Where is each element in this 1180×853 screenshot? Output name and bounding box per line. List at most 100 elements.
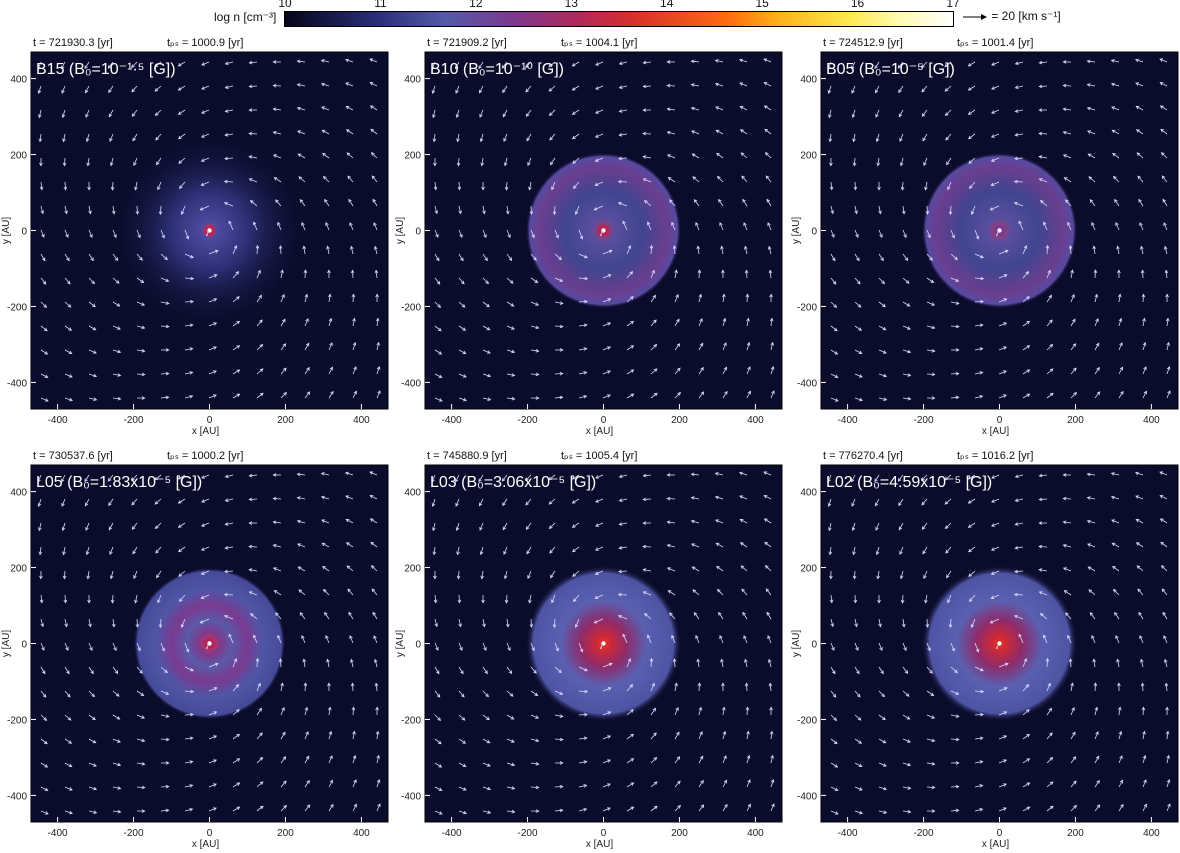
velocity-arrowhead bbox=[1049, 368, 1054, 373]
velocity-arrowhead bbox=[764, 541, 769, 546]
velocity-arrow bbox=[998, 759, 1007, 764]
velocity-arrowhead bbox=[304, 293, 309, 298]
velocity-arrow bbox=[854, 570, 856, 579]
velocity-arrowhead bbox=[827, 90, 832, 95]
velocity-arrowhead bbox=[236, 345, 241, 349]
velocity-arrow bbox=[765, 175, 772, 183]
velocity-arrow bbox=[506, 373, 515, 376]
velocity-arrowhead bbox=[1141, 293, 1146, 298]
velocity-arrowhead bbox=[1115, 634, 1119, 639]
velocity-arrow bbox=[600, 229, 604, 236]
velocity-arrowhead bbox=[214, 249, 219, 254]
velocity-arrowhead bbox=[1119, 779, 1123, 784]
velocity-arrowhead bbox=[1166, 754, 1170, 759]
velocity-arrow bbox=[921, 474, 928, 481]
velocity-arrowhead bbox=[618, 109, 623, 113]
velocity-arrow bbox=[674, 367, 681, 375]
velocity-arrow bbox=[899, 546, 904, 555]
velocity-arrow bbox=[595, 61, 604, 66]
velocity-arrowhead bbox=[352, 317, 356, 322]
velocity-arrow bbox=[371, 152, 378, 159]
velocity-arrow bbox=[249, 61, 258, 64]
velocity-arrowhead bbox=[65, 647, 69, 651]
velocity-arrowhead bbox=[345, 129, 350, 133]
velocity-arrowhead bbox=[676, 731, 680, 736]
x-tick-label: 0 bbox=[997, 828, 1003, 839]
velocity-arrow bbox=[765, 565, 772, 572]
velocity-arrowhead bbox=[306, 804, 311, 809]
velocity-arrowhead bbox=[617, 592, 622, 597]
velocity-arrowhead bbox=[899, 551, 903, 555]
velocity-arrowhead bbox=[1163, 658, 1168, 663]
velocity-arrowhead bbox=[1049, 319, 1053, 324]
velocity-arrowhead bbox=[62, 551, 66, 556]
velocity-arrowhead bbox=[931, 785, 936, 790]
velocity-arrowhead bbox=[584, 276, 589, 281]
velocity-arrowhead bbox=[463, 397, 468, 402]
velocity-arrowhead bbox=[980, 276, 985, 281]
velocity-arrowhead bbox=[967, 63, 972, 67]
velocity-arrowhead bbox=[979, 323, 984, 328]
velocity-arrow bbox=[1117, 246, 1120, 255]
velocity-arrow bbox=[944, 61, 952, 68]
velocity-arrowhead bbox=[1065, 199, 1069, 204]
velocity-arrow bbox=[61, 85, 66, 94]
velocity-arrowhead bbox=[375, 706, 379, 711]
velocity-arrow bbox=[626, 296, 634, 303]
velocity-arrow bbox=[376, 779, 380, 788]
velocity-arrowhead bbox=[1095, 342, 1100, 347]
velocity-arrow bbox=[458, 570, 460, 579]
x-tick-label: 400 bbox=[747, 828, 764, 839]
velocity-arrow bbox=[434, 738, 442, 745]
velocity-arrowhead bbox=[236, 733, 241, 738]
velocity-arrow bbox=[1166, 390, 1171, 399]
velocity-arrow bbox=[618, 594, 628, 596]
velocity-arrowhead bbox=[1013, 201, 1018, 206]
velocity-arrowhead bbox=[1118, 317, 1123, 322]
velocity-arrow bbox=[328, 342, 333, 351]
velocity-arrow bbox=[350, 246, 354, 255]
velocity-arrow bbox=[136, 618, 138, 628]
velocity-arrow bbox=[766, 612, 772, 620]
velocity-arrowhead bbox=[883, 397, 888, 401]
velocity-arrow bbox=[37, 61, 42, 70]
velocity-arrow bbox=[746, 270, 748, 279]
velocity-arrow bbox=[1094, 318, 1099, 327]
velocity-arrow bbox=[478, 474, 484, 482]
velocity-arrowhead bbox=[594, 523, 599, 527]
velocity-arrow bbox=[554, 738, 563, 741]
velocity-arrowhead bbox=[223, 592, 228, 597]
velocity-arrowhead bbox=[373, 245, 378, 250]
velocity-arrowhead bbox=[535, 809, 540, 813]
velocity-arrowhead bbox=[436, 670, 440, 675]
velocity-arrowhead bbox=[990, 547, 995, 551]
velocity-arrow bbox=[1046, 295, 1052, 303]
velocity-arrowhead bbox=[1038, 544, 1043, 549]
velocity-arrow bbox=[968, 109, 976, 115]
velocity-arrowhead bbox=[721, 706, 726, 711]
velocity-arrowhead bbox=[991, 499, 995, 503]
velocity-arrowhead bbox=[674, 682, 678, 687]
velocity-arrowhead bbox=[1072, 731, 1076, 736]
velocity-arrow bbox=[578, 229, 583, 239]
velocity-arrow bbox=[112, 618, 115, 627]
velocity-arrowhead bbox=[68, 327, 73, 331]
velocity-arrowhead bbox=[431, 503, 436, 508]
velocity-arrowhead bbox=[1026, 393, 1031, 397]
velocity-arrow bbox=[156, 570, 162, 578]
velocity-arrow bbox=[525, 61, 532, 68]
velocity-arrow bbox=[1140, 659, 1144, 668]
tps-label: tₚₛ = 1005.4 [yr] bbox=[561, 450, 637, 462]
velocity-arrow bbox=[770, 779, 774, 788]
velocity-arrowhead bbox=[1003, 346, 1008, 350]
velocity-arrow bbox=[643, 156, 652, 159]
velocity-arrow bbox=[691, 107, 700, 111]
velocity-arrow bbox=[136, 786, 145, 788]
velocity-arrowhead bbox=[42, 693, 47, 698]
velocity-arrow bbox=[88, 373, 97, 377]
velocity-arrow bbox=[40, 594, 43, 603]
velocity-arrow bbox=[502, 522, 508, 530]
velocity-arrowhead bbox=[93, 810, 98, 814]
velocity-arrowhead bbox=[881, 693, 885, 698]
